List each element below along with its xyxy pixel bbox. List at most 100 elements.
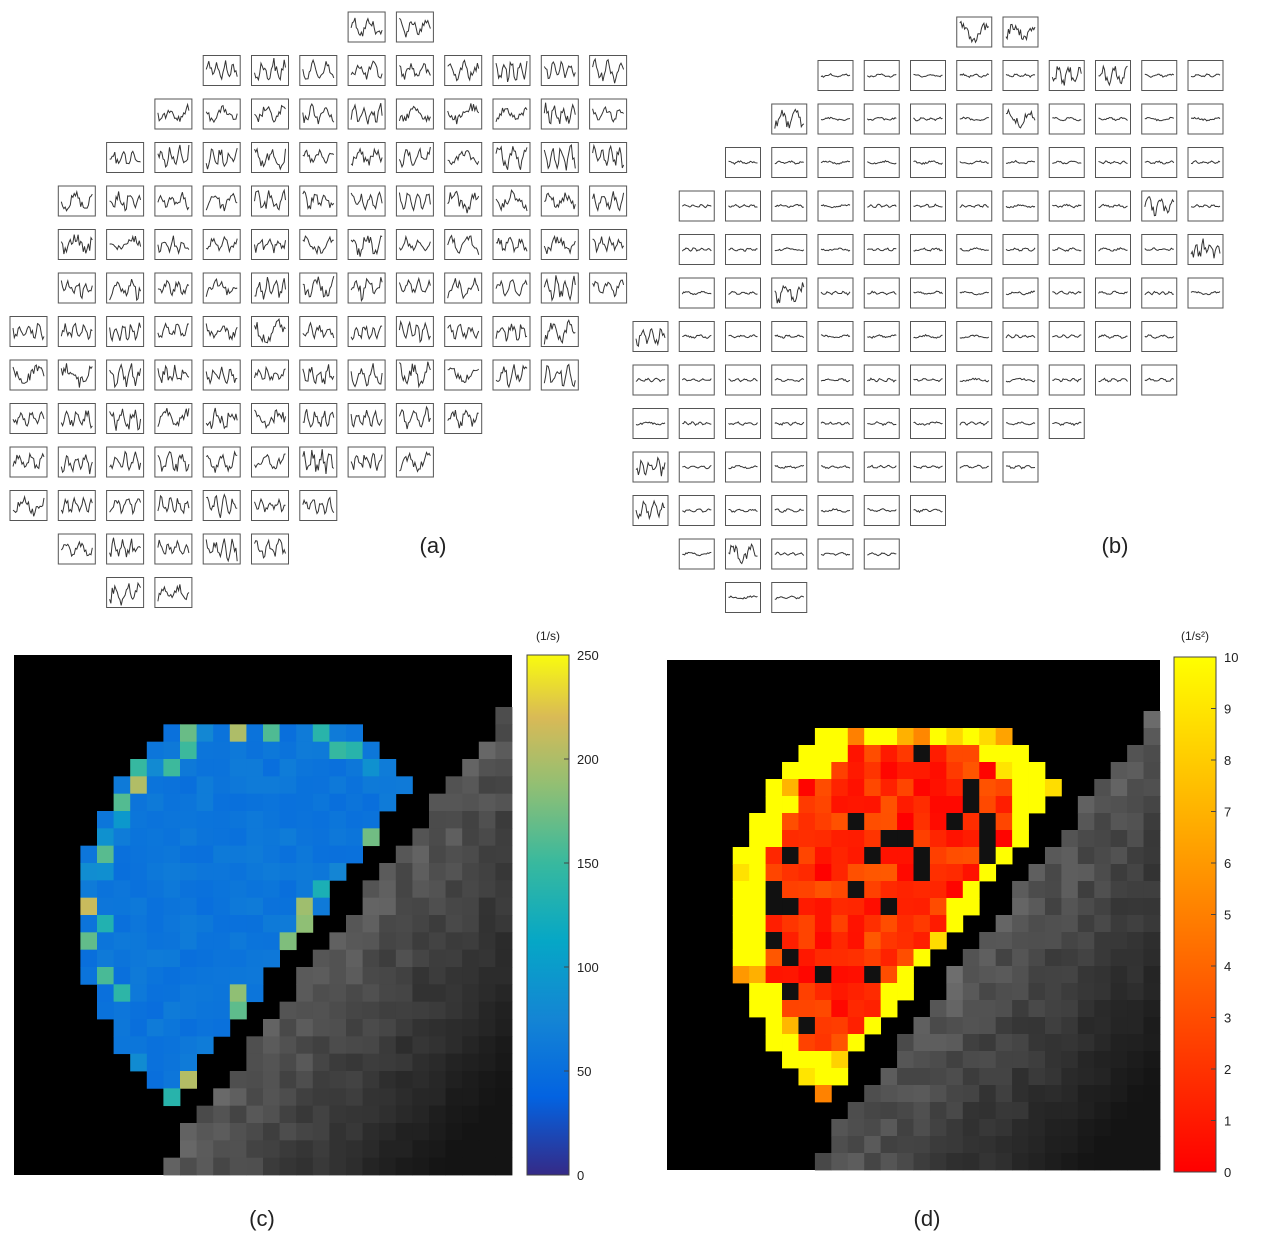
heatmap-cell — [163, 1071, 181, 1089]
waveform-box — [202, 359, 241, 391]
heatmap-cell — [1077, 813, 1095, 831]
heatmap-cell — [847, 949, 865, 967]
heatmap-cell — [296, 776, 314, 795]
heatmap-cell — [880, 1153, 898, 1171]
heatmap-cell — [279, 1140, 297, 1159]
heatmap-cell — [1028, 949, 1046, 967]
waveform — [12, 410, 45, 427]
waveform-box — [492, 142, 531, 173]
heatmap-cell — [429, 863, 446, 881]
heatmap-cell — [362, 897, 380, 916]
heatmap-cell — [213, 759, 231, 777]
heatmap-cell — [1143, 813, 1161, 831]
heatmap-cell — [462, 1105, 480, 1124]
heatmap-cell — [929, 1000, 947, 1018]
heatmap-cell — [798, 813, 816, 831]
heatmap-cell — [962, 1136, 980, 1154]
heatmap-cell — [429, 828, 446, 847]
heatmap-cell — [782, 762, 799, 780]
heatmap-cell — [831, 830, 849, 848]
heatmap-cell — [329, 845, 347, 864]
heatmap-cell — [312, 1123, 330, 1141]
heatmap-cell — [1061, 949, 1079, 967]
heatmap-cell — [495, 724, 513, 743]
heatmap-cell — [346, 932, 363, 951]
waveform — [728, 595, 758, 600]
heatmap-cell — [847, 966, 865, 984]
heatmap-cell — [765, 1000, 783, 1018]
heatmap-cell — [180, 1019, 197, 1037]
heatmap-cell — [979, 779, 997, 797]
waveform — [681, 204, 712, 209]
waveform — [1190, 203, 1221, 208]
waveform-box — [863, 277, 900, 309]
heatmap-cell — [346, 845, 363, 864]
heatmap-cell — [279, 863, 297, 881]
heatmap-cell — [1077, 1119, 1095, 1137]
heatmap-cell — [462, 1001, 480, 1020]
heatmap-cell — [229, 1105, 247, 1124]
heatmap-cell — [146, 880, 164, 899]
heatmap-cell — [946, 762, 964, 780]
heatmap-cell — [379, 949, 397, 968]
heatmap-cell — [864, 1085, 882, 1103]
heatmap-cell — [1012, 796, 1029, 814]
waveform-box — [863, 538, 900, 570]
heatmap-cell — [864, 864, 882, 882]
heatmap-cell — [146, 949, 164, 968]
heatmap-cell — [113, 915, 131, 933]
heatmap-cell — [395, 1140, 413, 1159]
heatmap-cell — [296, 759, 314, 777]
heatmap-cell — [962, 1153, 980, 1171]
heatmap-cell — [732, 898, 750, 916]
heatmap-cell — [979, 1102, 997, 1120]
heatmap-cell — [1143, 1153, 1161, 1171]
heatmap-cell — [180, 880, 197, 899]
heatmap-cell — [864, 881, 882, 899]
heatmap-cell — [995, 1068, 1013, 1086]
heatmap-cell — [312, 828, 330, 847]
colorbar-tick-label: 0 — [577, 1168, 584, 1183]
heatmap-cell — [213, 932, 231, 951]
waveform-box — [106, 142, 145, 173]
heatmap-cell — [913, 898, 931, 916]
heatmap-cell — [864, 847, 882, 865]
heatmap-cell — [814, 915, 832, 933]
waveform — [447, 234, 480, 255]
heatmap-cell — [1012, 1051, 1029, 1069]
waveform — [913, 160, 943, 166]
waveform-box — [251, 185, 289, 217]
heatmap-cell — [1143, 745, 1161, 763]
waveform-box — [106, 185, 145, 217]
heatmap-cell — [1012, 949, 1029, 967]
waveform — [959, 20, 990, 44]
waveform — [447, 409, 479, 429]
heatmap-cell — [213, 1019, 231, 1037]
waveform — [867, 552, 897, 557]
heatmap-cell — [130, 793, 148, 812]
heatmap-cell — [1061, 1000, 1079, 1018]
heatmap-cell — [445, 984, 463, 1003]
heatmap-cell — [362, 932, 380, 951]
heatmap-cell — [213, 811, 231, 829]
heatmap-cell — [1143, 1068, 1161, 1086]
waveform — [1052, 203, 1082, 209]
waveform-box — [725, 582, 761, 613]
heatmap-cell — [798, 864, 816, 882]
heatmap-cell — [362, 1123, 380, 1141]
heatmap-cell — [1061, 847, 1079, 865]
heatmap-cell — [163, 1019, 181, 1037]
waveform — [867, 421, 897, 427]
heatmap-cell — [329, 1001, 347, 1020]
heatmap-cell — [130, 811, 148, 829]
heatmap-cell — [495, 949, 513, 968]
heatmap-cell — [246, 967, 264, 985]
waveform — [1052, 334, 1082, 339]
waveform-box — [540, 316, 579, 347]
waveform-box — [154, 577, 193, 608]
heatmap-cell — [495, 897, 513, 916]
waveform-box — [632, 408, 669, 439]
heatmap-cell — [749, 881, 766, 899]
heatmap-cell — [1061, 1153, 1079, 1171]
waveform-box — [1141, 147, 1178, 178]
